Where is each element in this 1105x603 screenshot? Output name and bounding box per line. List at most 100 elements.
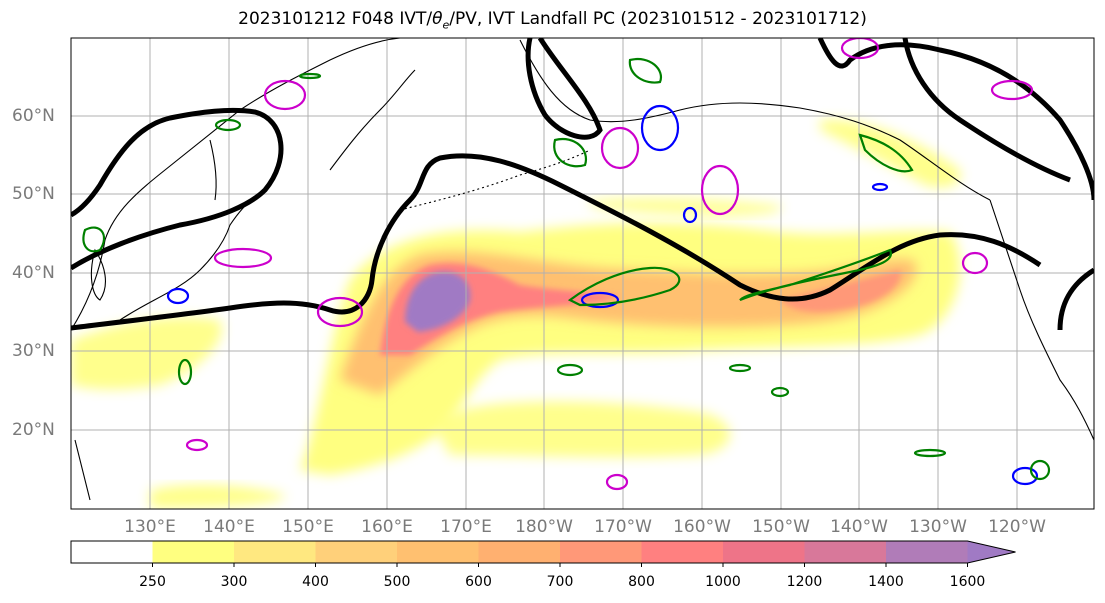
title-theta: θ [432,9,443,29]
ivt-shading [71,119,961,509]
lon-label-130e: 130°E [124,517,176,537]
lon-label-160e: 160°E [361,517,413,537]
coast-alaska [519,39,991,201]
lon-label-130w: 130°W [909,517,967,537]
colorbar-extension [967,541,1016,563]
lon-label-160w: 160°W [673,517,731,537]
ivt-anom-3 [553,137,588,168]
lon-label-180w: 180°W [515,517,573,537]
lat-label-60n: 60°N [12,106,55,126]
ivt-anom-1 [567,266,681,307]
theta-e-warm-10 [840,38,880,60]
lat-label-50n: 50°N [12,184,55,204]
theta-e-cold-1 [640,104,680,152]
theta-e-cold-4 [1011,466,1039,486]
title-subscript: e [442,18,450,32]
lon-label-140e: 140°E [203,517,255,537]
colorbar-tick-label: 300 [220,574,248,590]
colorbar-segment [886,541,969,563]
theta-e-warm-1 [263,79,307,111]
pv-contour-ne [525,38,603,140]
theta-e-cold-2 [580,291,620,309]
ivt-tropical-band [430,401,730,458]
colorbar-segment [71,541,154,563]
pv-contour-ridge2 [902,38,1071,183]
lon-label-170w: 170°W [594,517,652,537]
colorbar-outline [70,540,1016,564]
colorbar-tick-label: 700 [546,574,574,590]
pv-contour-west [71,107,284,271]
lon-label-140w: 140°W [830,517,888,537]
theta-e-warm-5 [600,126,640,170]
ivt-anomaly-contours [82,57,1051,481]
colorbar-segment [478,541,561,563]
theta-e-warm-6 [990,79,1034,101]
ivt-lower-left [71,316,222,390]
ivt-plume-max [405,271,471,332]
ivt-anom-8 [728,363,752,373]
theta-e-warm-9 [185,438,209,452]
colorbar-tick-label: 1200 [786,574,823,590]
colorbar-segment [560,541,643,563]
theta-e-warm-7 [961,251,989,275]
theta-e-cold-5 [682,206,698,224]
ivt-east-core [780,270,901,312]
colorbar-tick-label: 1600 [949,574,986,590]
theta-e-warm-3 [316,296,364,328]
colorbar-tick-label: 1400 [868,574,904,590]
colorbar-segment [152,541,235,563]
theta-e-contours [166,38,1039,491]
theta-e-warm-2 [213,247,273,269]
ivt-gulf-alaska [820,119,961,188]
lat-label-40n: 40°N [12,263,55,283]
pv-contour-ridge [817,38,1094,201]
coast-korea [90,248,106,301]
ivt-anom-14 [177,358,193,386]
lat-label-20n: 20°N [12,420,55,440]
ivt-anom-9 [770,386,790,398]
colorbar-segment [641,541,724,563]
ivt-anom-12 [214,118,242,132]
title-suffix: /PV, IVT Landfall PC (2023101512 - 20231… [449,9,867,29]
ivt-bottom-left [150,484,286,509]
lon-label-150e: 150°E [282,517,334,537]
pv-contour-main [71,153,1042,331]
ivt-anom-6 [82,226,106,253]
colorbar-tick-label: 250 [139,574,166,590]
colorbar-tick-label: 800 [628,574,655,590]
colorbar-tick-label: 1000 [705,574,741,590]
colorbar-segment [234,541,317,563]
colorbar-tick-label: 500 [383,574,411,590]
coast-philippines [74,439,91,501]
theta-e-warm-4 [700,164,740,216]
ivt-anom-10 [1029,459,1051,481]
ivt-anom-13 [298,72,322,80]
ivt-anom-2 [739,248,893,302]
theta-e-cold-3 [166,287,190,305]
ivt-anom-5 [858,133,914,173]
colorbar-segment [804,541,887,563]
colorbar-tick-label: 400 [302,574,329,590]
ivt-anom-7 [556,363,584,377]
pv-contour-se [1057,267,1094,331]
map-frame [70,37,1095,510]
lon-label-170e: 170°E [440,517,492,537]
gridlines [71,38,1094,509]
pv-contours [71,38,1094,331]
chart-title: 2023101212 F048 IVT/θe/PV, IVT Landfall … [0,9,1105,31]
colorbar-segment [723,541,806,563]
theta-e-warm-8 [605,473,629,491]
colorbar-segment [315,541,398,563]
lon-label-150w: 150°W [752,517,810,537]
theta-e-cold-6 [871,182,889,192]
colorbar [70,540,1016,567]
ivt-north-strip [590,197,782,217]
coast-sakhalin [209,139,217,201]
coast-kamchatka [329,69,416,171]
ivt-anom-11 [913,448,947,458]
ivt-anom-4 [628,57,663,84]
lon-label-120w: 120°W [988,517,1046,537]
colorbar-tick-label: 600 [465,574,492,590]
lat-label-30n: 30°N [12,341,55,361]
